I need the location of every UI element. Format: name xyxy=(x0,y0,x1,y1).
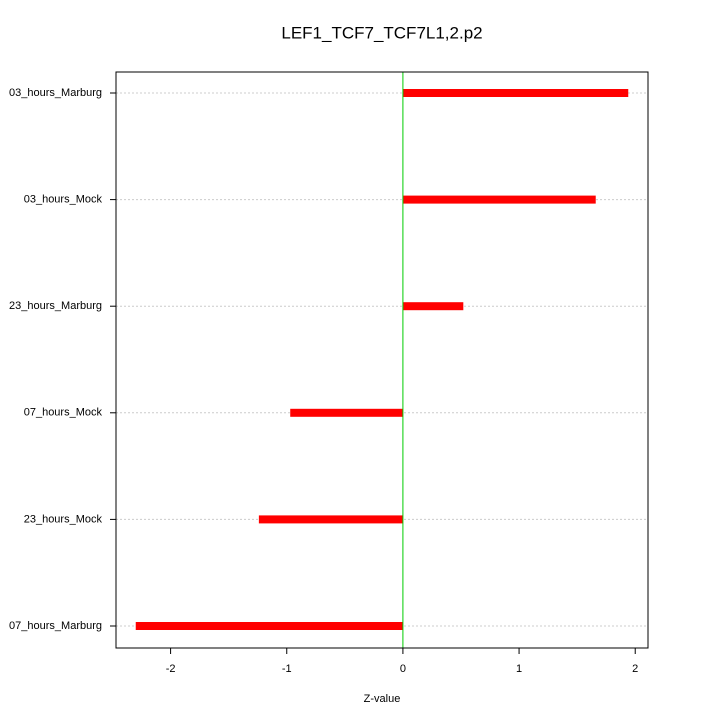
y-tick-label: 07_hours_Mock xyxy=(24,407,103,419)
x-tick-label: 0 xyxy=(400,663,406,675)
chart-title: LEF1_TCF7_TCF7L1,2.p2 xyxy=(281,23,482,42)
y-tick-label: 03_hours_Mock xyxy=(24,194,103,206)
y-tick-label: 03_hours_Marburg xyxy=(9,87,102,99)
x-tick-label: -2 xyxy=(166,663,176,675)
y-tick-label: 07_hours_Marburg xyxy=(9,620,102,632)
plot-frame xyxy=(115,71,649,649)
x-tick-label: 1 xyxy=(516,663,522,675)
x-axis-label: Z-value xyxy=(364,693,401,705)
bar xyxy=(258,515,403,524)
bar xyxy=(402,195,596,204)
x-tick-label: 2 xyxy=(632,663,638,675)
bar xyxy=(402,302,464,311)
y-tick-label: 23_hours_Marburg xyxy=(9,300,102,312)
bar xyxy=(402,89,629,97)
y-tick-label: 23_hours_Mock xyxy=(24,513,103,525)
bar xyxy=(135,622,403,630)
bar xyxy=(290,408,403,417)
x-tick-label: -1 xyxy=(282,663,292,675)
